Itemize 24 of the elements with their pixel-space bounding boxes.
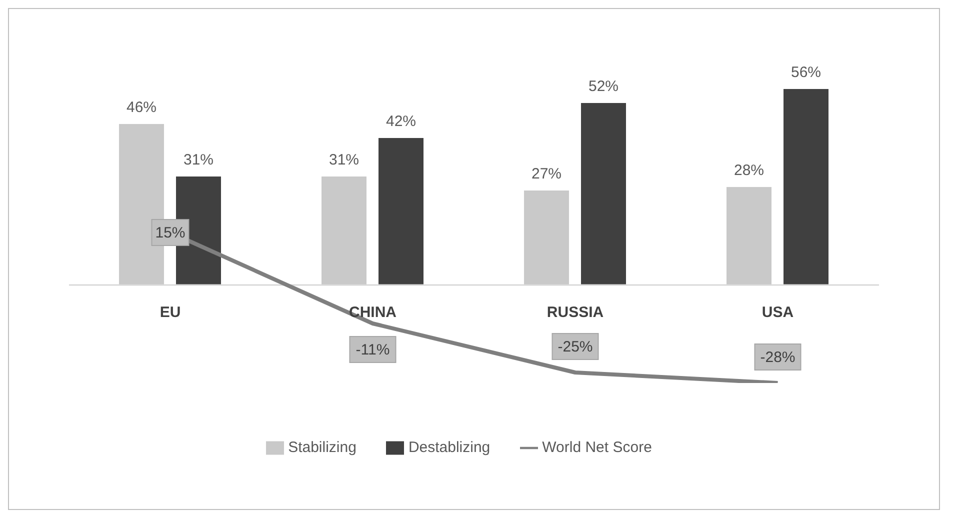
legend-label: Stabilizing xyxy=(288,439,356,456)
x-tick-label: CHINA xyxy=(349,304,397,321)
bar xyxy=(581,103,626,285)
data-label: 31% xyxy=(183,152,214,168)
bar xyxy=(378,138,424,285)
x-tick-label: EU xyxy=(160,304,181,321)
bar xyxy=(784,89,828,285)
data-label: 42% xyxy=(386,113,416,130)
data-label: -28% xyxy=(760,349,796,366)
data-label: 28% xyxy=(734,162,764,179)
bar xyxy=(322,176,366,285)
data-label: 56% xyxy=(790,64,822,81)
data-label: 27% xyxy=(531,166,562,182)
legend-label: World Net Score xyxy=(542,439,652,456)
x-tick-label: USA xyxy=(762,304,794,321)
x-tick-label: RUSSIA xyxy=(546,304,604,321)
bar xyxy=(524,190,569,285)
data-label: 31% xyxy=(328,152,360,168)
bar xyxy=(726,187,772,285)
legend-label: Destablizing xyxy=(408,439,490,456)
data-label: 52% xyxy=(588,78,619,95)
data-label: -11% xyxy=(356,342,390,358)
data-label: -25% xyxy=(558,338,593,356)
data-label: 46% xyxy=(126,99,157,116)
